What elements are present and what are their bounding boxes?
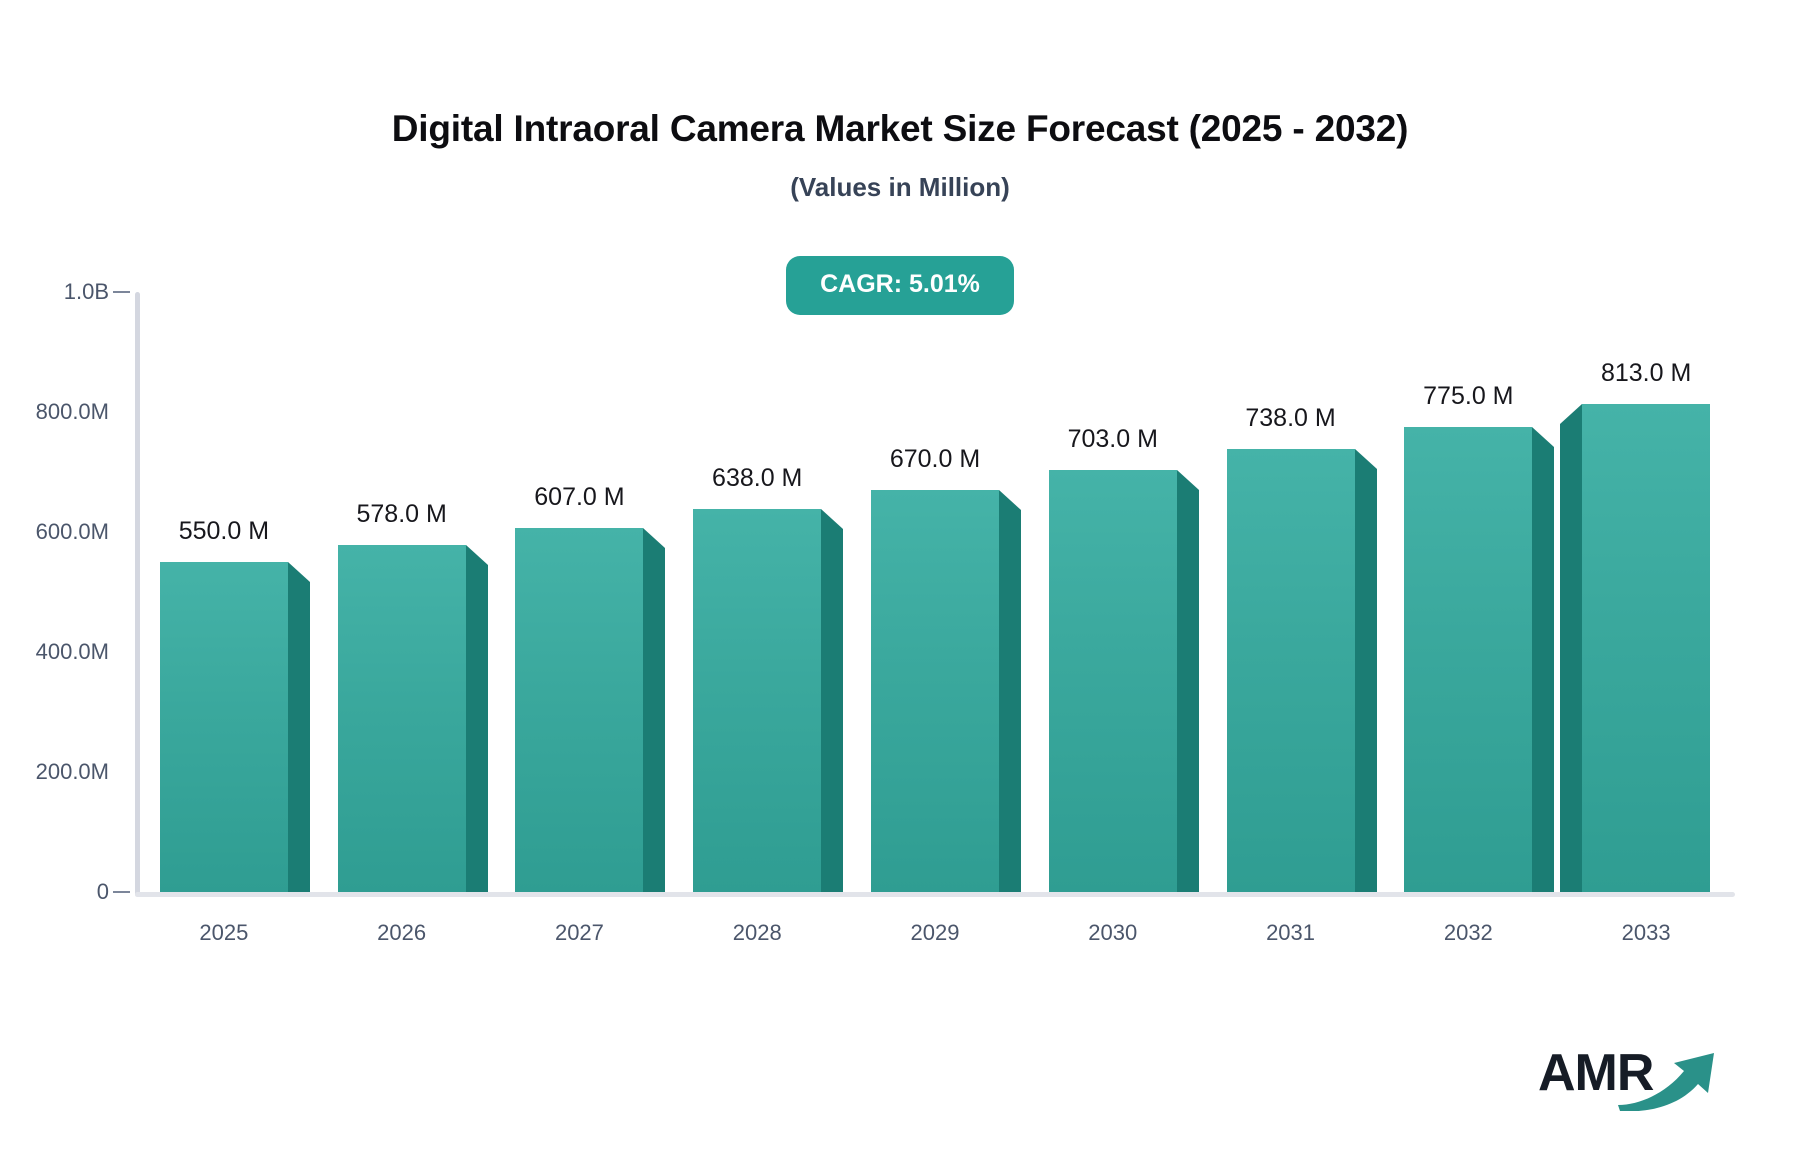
bar-side-face <box>1176 490 1199 892</box>
y-axis-line <box>135 292 140 897</box>
bar-bevel <box>821 509 844 530</box>
x-tick-label: 2030 <box>1088 920 1138 945</box>
bar-bevel <box>1354 449 1377 470</box>
x-axis-line <box>135 892 1735 897</box>
y-tick-label: 200.0M <box>36 759 135 785</box>
bar-group[interactable]: 578.0 M <box>337 292 488 892</box>
bar-value-label: 578.0 M <box>356 500 447 529</box>
y-tick-text: 600.0M <box>35 519 109 544</box>
bar-side-face <box>821 529 844 892</box>
x-tick-label: 2031 <box>1266 920 1316 945</box>
bar[interactable] <box>1048 470 1177 892</box>
bar[interactable] <box>159 562 288 892</box>
bar[interactable] <box>337 545 466 892</box>
bar-group[interactable]: 670.0 M <box>871 292 1021 892</box>
bar[interactable] <box>871 490 999 892</box>
y-tick-label: 400.0M <box>36 639 135 665</box>
y-tick-mark <box>113 291 130 293</box>
cagr-badge-container: CAGR: 5.01% <box>0 256 1800 315</box>
x-tick-label: 2033 <box>1621 920 1671 945</box>
cagr-badge: CAGR: 5.01% <box>786 256 1014 315</box>
amr-logo-text: AMR <box>1538 1044 1654 1102</box>
x-tick-label: 2027 <box>554 920 604 945</box>
bar-series: 550.0 M 578.0 M 607.0 M 638.0 M 670.0 M 703.0… <box>135 292 1735 892</box>
chart-subtitle: (Values in Million) <box>790 172 1010 202</box>
y-tick-text: 400.0M <box>35 639 109 664</box>
bar[interactable] <box>693 509 822 892</box>
bar-value-label: 703.0 M <box>1067 425 1158 454</box>
bar-side-face <box>287 582 310 892</box>
bar-value-label: 607.0 M <box>534 482 625 511</box>
bar-group[interactable]: 775.0 M <box>1404 292 1555 892</box>
bar-side-face <box>999 510 1021 892</box>
bar-value-label: 738.0 M <box>1245 404 1336 433</box>
x-tick-label: 2032 <box>1443 920 1493 945</box>
bar-bevel <box>287 562 310 582</box>
amr-logo: AMR <box>1538 1043 1723 1115</box>
bar-bevel <box>1532 427 1555 447</box>
bar-group[interactable]: 550.0 M <box>159 292 310 892</box>
bar-group[interactable]: 607.0 M <box>515 292 666 892</box>
bar[interactable] <box>1582 404 1711 892</box>
x-tick-label: 2028 <box>732 920 782 945</box>
bar-group[interactable]: 813.0 M <box>1560 292 1711 892</box>
x-tick-label: 2025 <box>199 920 249 945</box>
bar[interactable] <box>515 527 644 892</box>
y-tick-text: 200.0M <box>35 759 109 784</box>
chart-title: Digital Intraoral Camera Market Size For… <box>391 108 1409 149</box>
bar-value-label: 638.0 M <box>712 464 803 493</box>
bar-value-label: 813.0 M <box>1600 359 1692 388</box>
y-tick-text: 1.0B <box>63 279 109 304</box>
bar-bevel <box>643 527 666 548</box>
y-tick-label: 800.0M <box>36 399 135 425</box>
bar-group[interactable]: 703.0 M <box>1048 292 1199 892</box>
bar-value-label: 775.0 M <box>1423 382 1514 410</box>
bar-bevel <box>465 545 488 566</box>
bar-side-face <box>1532 447 1555 892</box>
x-tick-label: 2029 <box>910 920 960 945</box>
bar-value-label: 670.0 M <box>889 445 981 473</box>
y-tick-mark <box>113 891 130 893</box>
bar-group[interactable]: 738.0 M <box>1226 292 1377 892</box>
bar-side-face <box>1560 424 1583 892</box>
bar-bevel <box>1176 470 1199 491</box>
bar[interactable] <box>1404 427 1533 892</box>
bar-group[interactable]: 638.0 M <box>693 292 844 892</box>
y-tick-label: 600.0M <box>36 519 135 545</box>
bar-side-face <box>1354 469 1377 892</box>
y-tick-text: 0 <box>96 879 109 904</box>
bar-side-face <box>643 547 666 892</box>
y-tick-text: 800.0M <box>35 399 109 424</box>
growth-arrow-icon <box>1618 1053 1714 1111</box>
y-tick-label: 0 <box>97 879 135 905</box>
bar-bevel <box>1560 404 1583 425</box>
y-tick-label: 1.0B <box>64 279 135 305</box>
bar[interactable] <box>1226 449 1355 892</box>
x-tick-label: 2026 <box>377 920 427 945</box>
bar-side-face <box>465 565 488 892</box>
bar-bevel <box>999 490 1021 510</box>
bar-value-label: 550.0 M <box>178 517 270 545</box>
plot-area: 550.0 M 578.0 M 607.0 M 638.0 M 670.0 M 703.0… <box>36 279 1735 945</box>
